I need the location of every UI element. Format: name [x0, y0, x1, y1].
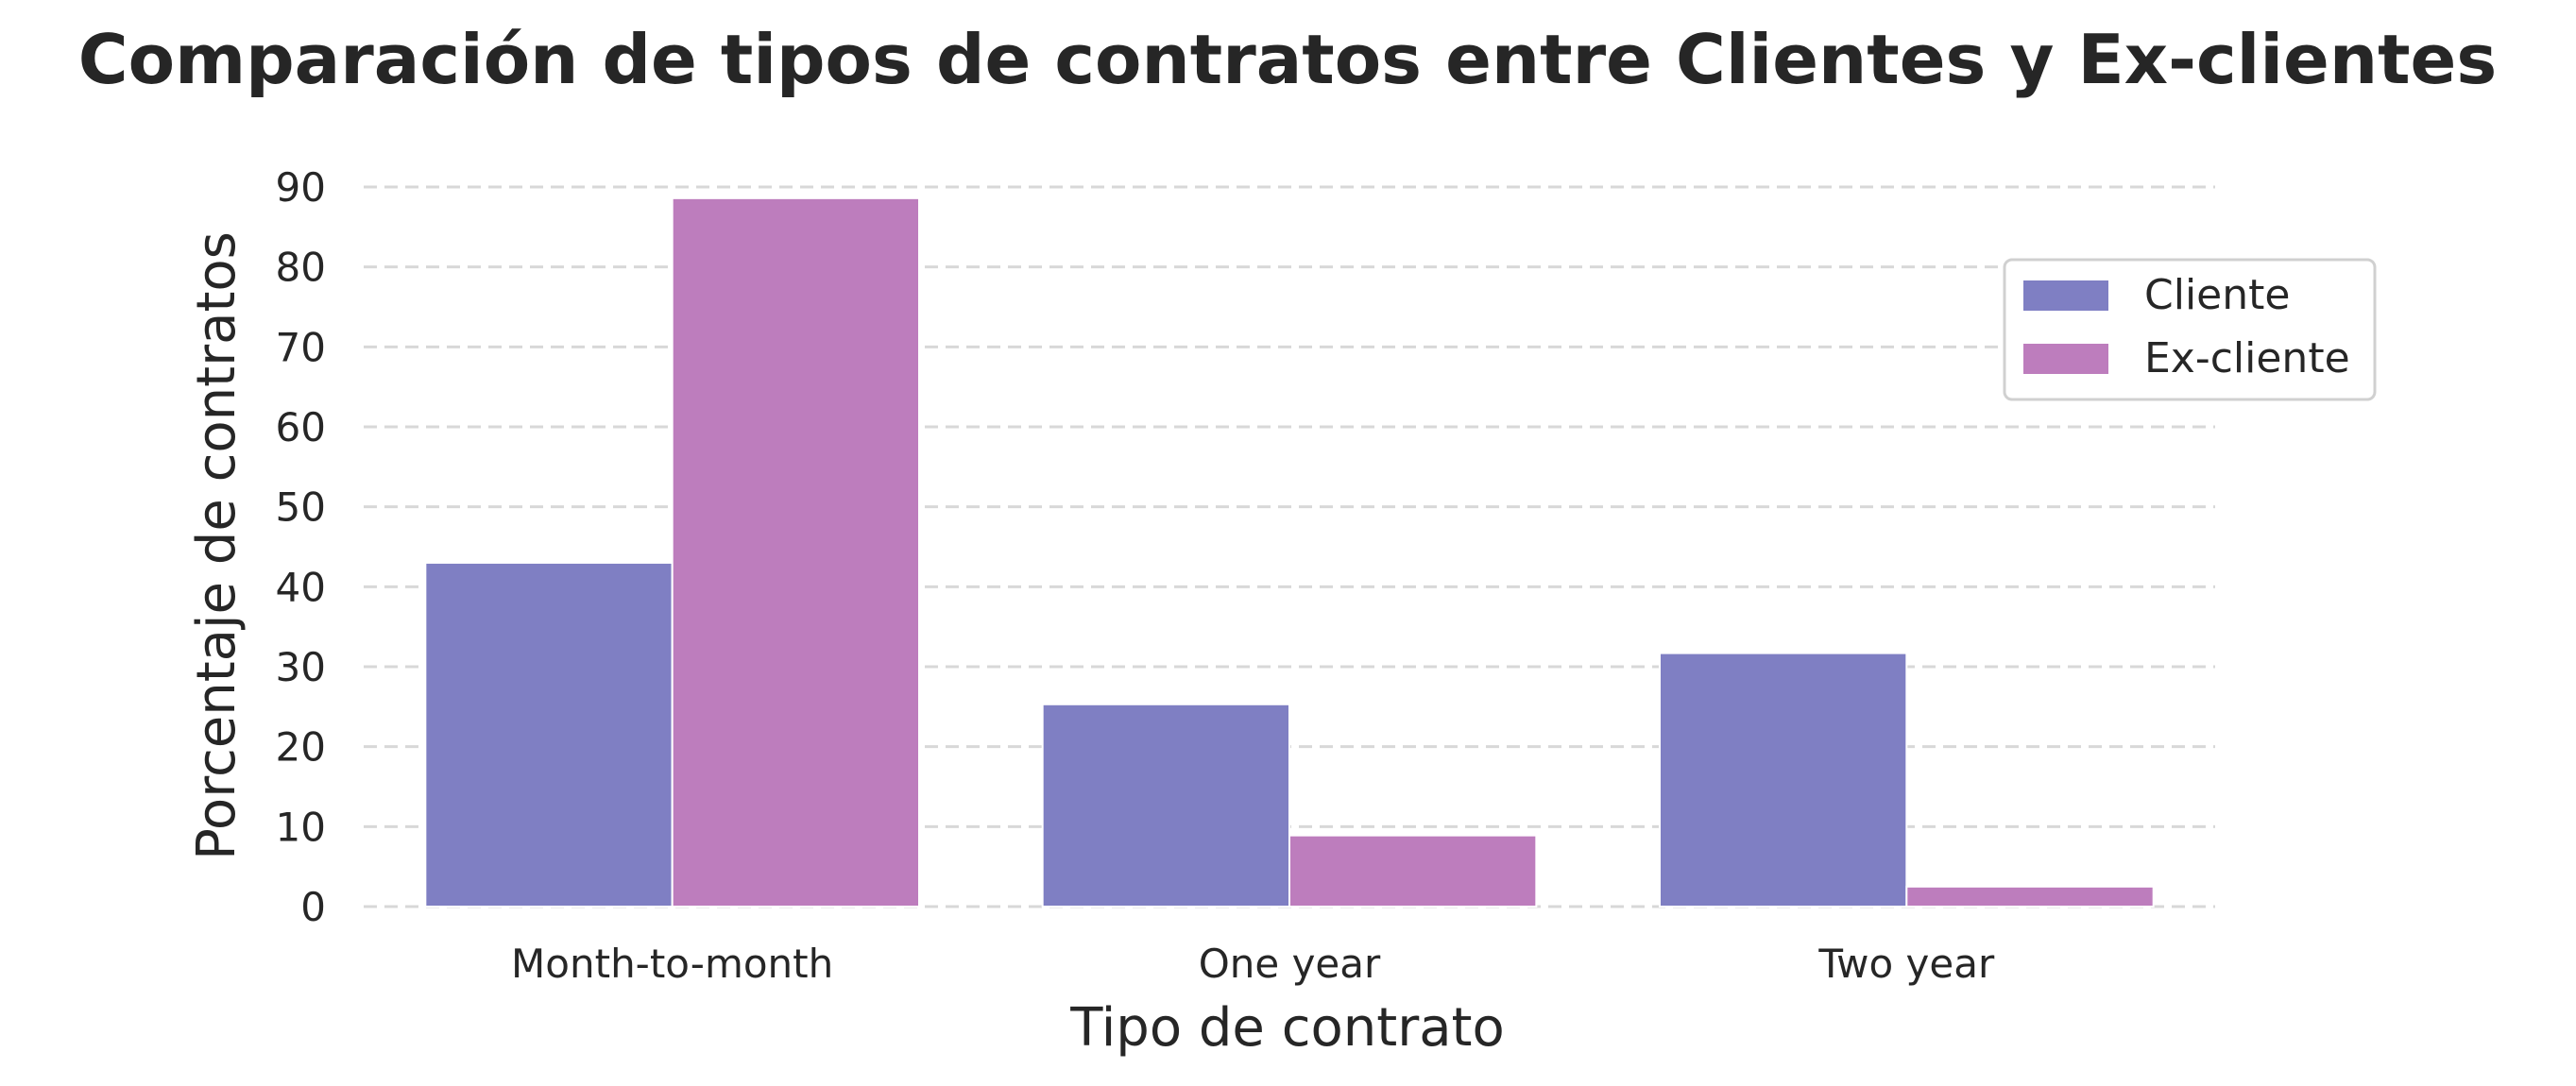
y-tick-label: 20: [276, 724, 326, 771]
bar-ex-cliente: [1905, 885, 2155, 908]
legend-label-ex-cliente: Ex-cliente: [2144, 334, 2350, 382]
legend-swatch-ex-cliente: [2023, 344, 2108, 374]
bar-ex-cliente: [1288, 834, 1538, 908]
y-tick-label: 70: [276, 324, 326, 370]
x-tick-labels: Month-to-month One year Two year: [511, 941, 1995, 987]
y-tick-label: 80: [276, 245, 326, 291]
y-tick-label: 50: [276, 484, 326, 531]
y-tick-label: 30: [276, 644, 326, 690]
legend-label-cliente: Cliente: [2144, 271, 2290, 319]
x-tick-label: Two year: [1817, 941, 1995, 987]
bar-ex-cliente: [671, 196, 921, 908]
x-tick-label: One year: [1199, 941, 1381, 987]
x-axis-label: Tipo de contrato: [1069, 997, 1505, 1059]
y-tick-label: 10: [276, 804, 326, 850]
y-tick-label: 0: [300, 884, 326, 930]
bars: [424, 196, 2155, 908]
x-tick-label: Month-to-month: [511, 941, 833, 987]
y-tick-label: 90: [276, 164, 326, 211]
bar-cliente: [1659, 652, 1908, 908]
y-tick-label: 40: [276, 564, 326, 610]
bar-cliente: [424, 561, 674, 908]
chart-title: Comparación de tipos de contratos entre …: [78, 20, 2497, 99]
y-tick-label: 60: [276, 404, 326, 450]
bar-cliente: [1041, 703, 1290, 908]
legend: Cliente Ex-cliente: [2003, 258, 2377, 401]
legend-swatch-cliente: [2023, 280, 2108, 311]
y-axis-label: Porcentaje de contratos: [186, 231, 247, 860]
y-tick-labels: 0 10 20 30 40 50 60 70 80 90: [276, 164, 326, 930]
